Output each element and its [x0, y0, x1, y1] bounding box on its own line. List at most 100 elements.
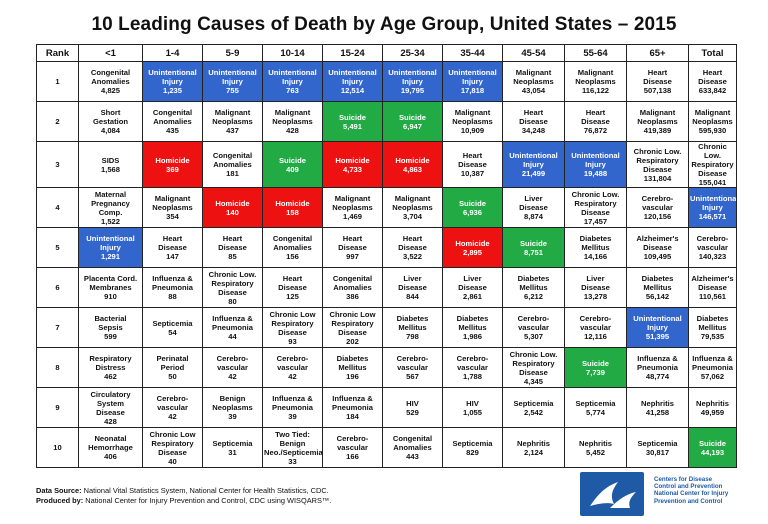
produced-by-text: National Center for Injury Prevention an…	[83, 496, 332, 505]
cause-name: Influenza & Pneumonia	[637, 354, 678, 372]
death-count: 155,041	[698, 178, 727, 187]
death-count: 17,457	[583, 216, 608, 226]
cause-cell: Two Tied: Benign Neo./Septicemia 33	[262, 427, 323, 468]
cause-name: Alzheimer's Disease	[691, 274, 734, 292]
cause-cell: Suicide 409	[262, 141, 323, 188]
cause-name: Cerebro- vascular	[641, 194, 674, 212]
death-count: 1,522	[100, 216, 120, 226]
cause-name: Congenital Anomalies	[152, 108, 193, 126]
column-header: 15-24	[322, 44, 383, 62]
death-count: 158	[286, 207, 299, 217]
cause-cell: HIV 1,055	[442, 387, 503, 428]
cause-cell: HIV 529	[382, 387, 443, 428]
cause-name: Placenta Cord. Membranes	[83, 274, 138, 292]
cause-cell: Influenza & Pneumonia 44	[202, 307, 263, 348]
cause-cell: Congenital Anomalies 181	[202, 141, 263, 188]
chart-title: 10 Leading Causes of Death by Age Group,…	[91, 14, 677, 35]
death-count: 529	[406, 407, 419, 417]
cause-name: Chronic Low. Respiratory Disease	[208, 269, 257, 297]
cause-name: Suicide	[338, 112, 366, 122]
cause-name: Unintentional Injury	[448, 68, 497, 86]
death-count: 196	[346, 372, 359, 381]
cause-name: Influenza & Pneumonia	[272, 394, 313, 412]
cause-cell: Septicemia 31	[202, 427, 263, 468]
cause-cell: Chronic Low. Respiratory Disease 4,345	[502, 347, 565, 388]
cause-cell: Heart Disease 125	[262, 267, 323, 308]
cause-name: Malignant Neoplasms	[692, 108, 733, 126]
death-count: 40	[168, 456, 177, 466]
death-count: 7,739	[585, 367, 605, 377]
cause-name: Bacterial Sepsis	[94, 314, 127, 332]
cause-name: Septicemia	[152, 318, 193, 328]
cause-name: Two Tied: Benign Neo./Septicemia	[264, 429, 323, 457]
cause-name: Cerebro- vascular	[156, 394, 189, 412]
cause-name: Septicemia	[452, 438, 493, 448]
cause-cell: Unintentional Injury 17,818	[442, 61, 503, 102]
cdc-logo-text: Centers for Disease Control and Preventi…	[654, 476, 729, 505]
data-source-label: Data Source:	[36, 486, 82, 495]
cause-name: Homicide	[215, 198, 250, 208]
cause-name: Malignant Neoplasms	[452, 108, 493, 126]
death-count: 507,138	[643, 86, 672, 95]
death-count: 166	[346, 452, 359, 461]
cause-cell: Influenza & Pneumonia 39	[262, 387, 323, 428]
produced-by-note: Produced by: National Center for Injury …	[36, 496, 331, 505]
cause-name: Congenital Anomalies	[212, 151, 253, 169]
cause-name: Cerebro- vascular	[696, 234, 729, 252]
cause-cell: Homicide 2,895	[442, 227, 503, 268]
cause-cell: Unintentional Injury 19,488	[564, 141, 627, 188]
cause-cell: Chronic Low Respiratory Disease 202	[322, 307, 383, 348]
cause-name: Malignant Neoplasms	[272, 108, 313, 126]
death-count: 131,804	[643, 173, 672, 183]
rank-cell: 10	[36, 427, 79, 468]
table-row: 10 Neonatal Hemorrhage 406 Chronic Low Resp…	[36, 427, 737, 468]
cause-cell: Cerebro- vascular 567	[382, 347, 443, 388]
column-header: 45-54	[502, 44, 565, 62]
cause-name: Liver Disease	[398, 274, 427, 292]
death-count: 4,825	[100, 86, 120, 95]
cause-cell: Heart Disease 147	[142, 227, 203, 268]
cause-name: Diabetes Mellitus	[456, 314, 489, 332]
cause-cell: Diabetes Mellitus 56,142	[626, 267, 689, 308]
cause-cell: Unintentional Injury 1,291	[78, 227, 143, 268]
produced-by-label: Produced by:	[36, 496, 84, 505]
cause-name: Malignant Neoplasms	[637, 108, 678, 126]
cause-name: Congenital Anomalies	[392, 434, 433, 452]
rank-cell: 3	[36, 141, 79, 188]
cause-name: Malignant Neoplasms	[332, 194, 373, 212]
cause-cell: Congenital Anomalies 386	[322, 267, 383, 308]
cause-name: Malignant Neoplasms	[575, 68, 616, 86]
cause-name: Nephritis	[641, 398, 674, 408]
death-count: 2,542	[523, 407, 543, 417]
cause-cell: Suicide 5,491	[322, 101, 383, 142]
death-count: 2,895	[462, 247, 482, 257]
death-count: 2,124	[523, 447, 543, 457]
cause-cell: Heart Disease 76,872	[564, 101, 627, 142]
death-count: 10,909	[460, 126, 485, 135]
cause-name: Suicide	[278, 155, 306, 165]
death-count: 12,514	[340, 86, 365, 95]
death-count: 5,307	[523, 332, 543, 341]
header-row: Rank <1 1-4 5-9 10-14 15-24 25-34 35-44 45-54 55-…	[36, 44, 737, 62]
death-count: 409	[286, 164, 299, 174]
death-count: 6,947	[402, 121, 422, 131]
cause-cell: Homicide 140	[202, 187, 263, 228]
cause-name: Cerebro- vascular	[336, 434, 369, 452]
cause-name: Septicemia	[637, 438, 678, 448]
table-row: 2 Short Gestation 4,084 Congenital Anomalie…	[36, 101, 737, 142]
cause-cell: Diabetes Mellitus 6,212	[502, 267, 565, 308]
death-count: 140	[226, 207, 239, 217]
cause-name: Chronic Low. Respiratory Disease	[571, 189, 620, 217]
cause-cell: Cerebro- vascular 42	[142, 387, 203, 428]
cause-cell: Influenza & Pneumonia 184	[322, 387, 383, 428]
cause-cell: Suicide 6,947	[382, 101, 443, 142]
cause-cell: Nephritis 5,452	[564, 427, 627, 468]
death-count: 2,861	[462, 292, 482, 301]
cause-cell: Congenital Anomalies 4,825	[78, 61, 143, 102]
cause-name: Unintentional Injury	[388, 68, 437, 86]
cause-name: Liver Disease	[519, 194, 548, 212]
cause-name: Circulatory System Disease	[90, 389, 131, 417]
cause-cell: Liver Disease 844	[382, 267, 443, 308]
death-count: 110,561	[698, 292, 727, 301]
cause-name: SIDS	[101, 155, 120, 165]
